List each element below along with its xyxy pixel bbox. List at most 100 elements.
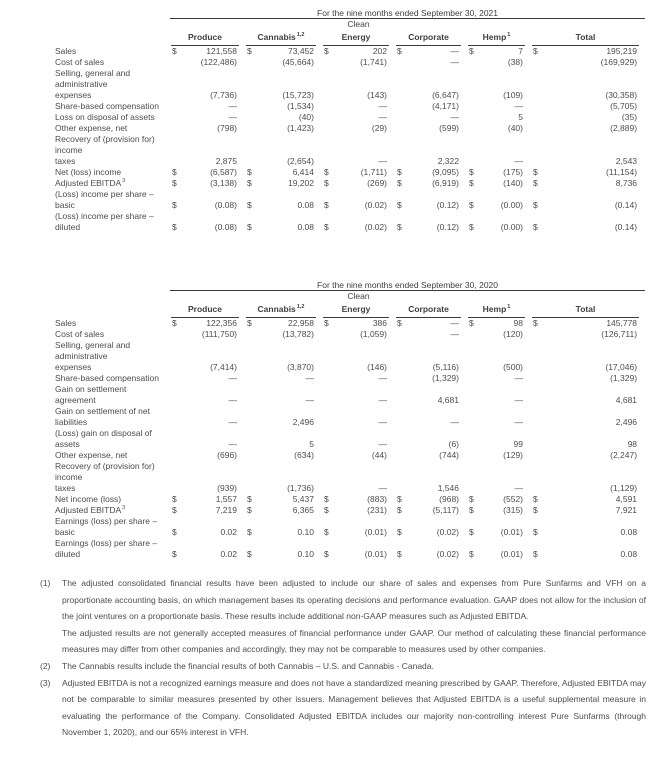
value-cell: (2,654) bbox=[245, 134, 322, 167]
spacer-cell bbox=[55, 19, 170, 30]
value-cell: $ (9,095) bbox=[395, 167, 467, 178]
row-label-sales: Sales bbox=[55, 318, 77, 328]
value-cell: $ (0.01) bbox=[322, 516, 395, 538]
value-cell: — bbox=[467, 101, 531, 112]
value-cell: (109) bbox=[467, 68, 531, 101]
currency-symbol: $ bbox=[469, 318, 474, 328]
table-row: Net (loss) income $ (6,587) $6,414 $ (1,711) $… bbox=[55, 167, 645, 178]
value-cell: $98 bbox=[467, 318, 531, 329]
value-cell: $386 bbox=[322, 318, 395, 329]
cell-value: (0.08) bbox=[214, 200, 237, 210]
footnote-paragraph: The Cannabis results include the financi… bbox=[62, 660, 434, 671]
cell-value: — bbox=[378, 439, 388, 449]
value-cell: — bbox=[467, 406, 531, 428]
column-header-row: Produce Cannabis1,2 Energy Corporate Hemp1 To… bbox=[55, 29, 645, 46]
cell-value: — bbox=[228, 395, 238, 405]
value-cell: — bbox=[245, 384, 322, 406]
value-cell: — bbox=[170, 384, 245, 406]
value-cell: — bbox=[170, 112, 245, 123]
value-cell: (1,129) bbox=[531, 461, 645, 494]
cell-value: — bbox=[514, 101, 524, 111]
row-label-gain-on-settlement-of-net-liabilities: Gain on settlement of net liabilities bbox=[55, 406, 150, 427]
table-row: (Loss) income per share – diluted $ (0.08)… bbox=[55, 211, 645, 233]
value-cell: $ — bbox=[395, 46, 467, 57]
cell-value: (111,750) bbox=[201, 329, 237, 339]
clean-label: Clean bbox=[347, 291, 370, 301]
cell-value: — bbox=[514, 417, 524, 427]
value-cell: $ (231) bbox=[322, 505, 395, 516]
cell-value: (744) bbox=[439, 450, 459, 460]
value-cell: (122,486) bbox=[170, 57, 245, 68]
row-label-net-income-loss: Net income (loss) bbox=[55, 494, 122, 504]
cell-value: (1,129) bbox=[610, 483, 638, 493]
value-cell: 98 bbox=[531, 428, 645, 450]
currency-symbol: $ bbox=[469, 505, 474, 515]
value-cell: — bbox=[467, 134, 531, 167]
currency-symbol: $ bbox=[533, 505, 538, 515]
value-cell: — bbox=[245, 373, 322, 384]
value-cell: (1,534) bbox=[245, 101, 322, 112]
value-cell: 2,496 bbox=[245, 406, 322, 428]
cell-value: — bbox=[228, 417, 238, 427]
column-header-total: Total bbox=[531, 301, 645, 318]
cell-value: (13,782) bbox=[282, 329, 314, 339]
value-cell: — bbox=[395, 329, 467, 340]
cell-value: 2,496 bbox=[615, 417, 638, 427]
currency-symbol: $ bbox=[324, 178, 329, 188]
column-header-cannabis: Cannabis1,2 bbox=[245, 301, 322, 318]
value-cell: $122,356 bbox=[170, 318, 245, 329]
value-cell: $ (269) bbox=[322, 178, 395, 189]
cell-value: (2,247) bbox=[610, 450, 638, 460]
row-label-cost-of-sales: Cost of sales bbox=[55, 57, 105, 67]
cell-value: — bbox=[450, 57, 460, 67]
currency-symbol: $ bbox=[533, 527, 538, 537]
value-cell: $0.02 bbox=[170, 516, 245, 538]
segment-results-table-2021: For the nine months ended September 30, … bbox=[55, 8, 646, 233]
value-cell: $ (0.14) bbox=[531, 211, 645, 233]
cell-value: (143) bbox=[367, 90, 387, 100]
value-cell: — bbox=[322, 134, 395, 167]
value-cell: (169,929) bbox=[531, 57, 645, 68]
currency-symbol: $ bbox=[533, 46, 538, 56]
table-row: Sales $122,356 $22,958 $386 $ — $98 $145,778 bbox=[55, 318, 645, 329]
row-label-selling-general-and-administrative-expenses: Selling, general and administrative expe… bbox=[55, 68, 131, 100]
table-row: Adjusted EBITDA3 $7,219 $6,365 $ (231) $ (5,11… bbox=[55, 505, 645, 516]
value-cell: 4,681 bbox=[395, 384, 467, 406]
cell-value: 0.10 bbox=[297, 549, 314, 559]
row-label-net-loss-income: Net (loss) income bbox=[55, 167, 122, 177]
currency-symbol: $ bbox=[397, 167, 402, 177]
cell-value: (0.01) bbox=[364, 549, 387, 559]
cell-value: (6,919) bbox=[432, 178, 459, 188]
value-cell: $ (0.02) bbox=[395, 538, 467, 560]
cell-value: (599) bbox=[439, 123, 459, 133]
table-row: Sales $121,558 $73,452 $202 $ — $7 $195,219 bbox=[55, 46, 645, 57]
value-cell: (500) bbox=[467, 340, 531, 373]
cell-value: (1,329) bbox=[610, 373, 638, 383]
cell-value: — bbox=[378, 483, 388, 493]
footnote-number: (3) bbox=[40, 677, 51, 688]
value-cell: (2,247) bbox=[531, 450, 645, 461]
table-row: Earnings (loss) per share – diluted $0.02… bbox=[55, 538, 645, 560]
value-cell: (5,705) bbox=[531, 101, 645, 112]
value-cell: $ (11,154) bbox=[531, 167, 645, 178]
cell-value: 145,778 bbox=[606, 318, 638, 328]
column-header-energy: Energy bbox=[322, 29, 395, 46]
table-row: Adjusted EBITDA3 $ (3,138) $19,202 $ (269) $ (6… bbox=[55, 178, 645, 189]
currency-symbol: $ bbox=[397, 505, 402, 515]
currency-symbol: $ bbox=[172, 494, 177, 504]
currency-symbol: $ bbox=[247, 178, 252, 188]
cell-value: (169,929) bbox=[600, 57, 638, 67]
table-row: Share-based compensation — — — (1,329) — (1,32… bbox=[55, 373, 645, 384]
currency-symbol: $ bbox=[397, 200, 402, 210]
value-cell: (35) bbox=[531, 112, 645, 123]
currency-symbol: $ bbox=[172, 318, 177, 328]
column-header-hemp: Hemp1 bbox=[467, 301, 531, 318]
value-cell: $ (0.00) bbox=[467, 189, 531, 211]
cell-value: 19,202 bbox=[288, 178, 314, 188]
spacer-cell bbox=[55, 8, 170, 19]
cell-value: 0.02 bbox=[220, 527, 237, 537]
value-cell: $ (140) bbox=[467, 178, 531, 189]
value-cell: (13,782) bbox=[245, 329, 322, 340]
currency-symbol: $ bbox=[324, 222, 329, 232]
